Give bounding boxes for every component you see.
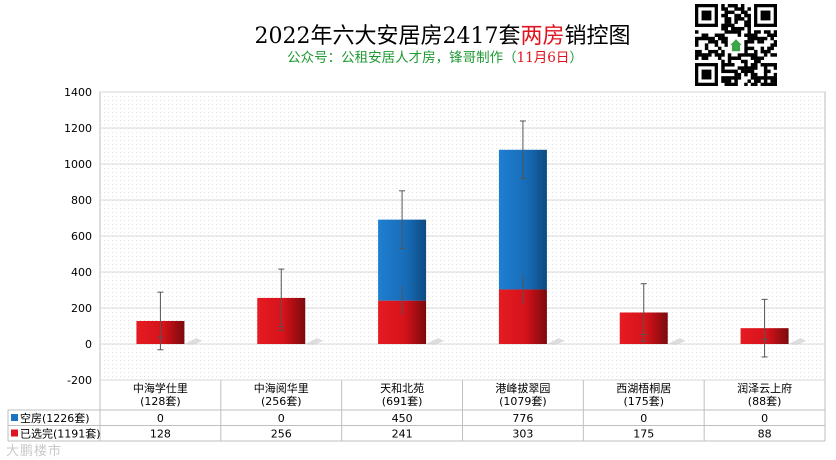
category-label: (1079套) xyxy=(499,395,547,408)
table-cell: 128 xyxy=(150,428,171,441)
bar-shadow xyxy=(305,338,324,345)
title-highlight: 两房 xyxy=(520,24,565,49)
category-label: (256套) xyxy=(261,395,302,408)
y-tick-label: 400 xyxy=(71,266,92,279)
table-row-label: 空房(1226套) xyxy=(20,411,90,425)
category-label: 港峰拔翠园 xyxy=(495,381,550,395)
category-label: (88套) xyxy=(748,395,782,408)
bar-shadow xyxy=(788,338,807,345)
category-label: 润泽云上府 xyxy=(737,381,792,395)
category-label: (128套) xyxy=(140,395,181,408)
y-tick-label: 1000 xyxy=(64,158,92,171)
table-row-label: 已选完(1191套) xyxy=(20,427,101,441)
table-cell: 88 xyxy=(758,428,772,441)
table-cell: 776 xyxy=(512,412,533,425)
chart-title: 2022年六大安居房2417套两房销控图 xyxy=(0,18,836,50)
table-cell: 241 xyxy=(392,428,413,441)
qr-code-image xyxy=(695,4,777,86)
table-cell: 0 xyxy=(157,412,164,425)
category-label: (175套) xyxy=(623,395,664,408)
category-label: (691套) xyxy=(382,395,423,408)
bar-shadow xyxy=(426,338,445,345)
y-tick-label: 0 xyxy=(85,338,92,351)
table-cell: 303 xyxy=(512,428,533,441)
y-tick-label: 600 xyxy=(71,230,92,243)
bar-shadow xyxy=(184,338,203,345)
table-cell: 0 xyxy=(761,412,768,425)
subtitle-main: 公众号：公租安居人才房，锋哥制作（ xyxy=(287,50,517,66)
table-cell: 256 xyxy=(271,428,292,441)
subtitle-date: 11月6日 xyxy=(516,50,570,66)
legend-key xyxy=(11,429,18,437)
table-cell: 0 xyxy=(278,412,285,425)
y-tick-label: 200 xyxy=(71,302,92,315)
category-label: 天和北苑 xyxy=(380,382,424,395)
y-tick-label: 800 xyxy=(71,194,92,207)
legend-key xyxy=(11,414,18,421)
subtitle-tail: ） xyxy=(569,50,583,66)
table-cell: 450 xyxy=(392,412,413,425)
table-cell: 0 xyxy=(640,412,647,425)
category-label: 中海学仕里 xyxy=(133,381,188,395)
bar-shadow xyxy=(546,338,565,345)
qr-code xyxy=(695,4,777,86)
title-tail: 销控图 xyxy=(564,24,631,49)
house-icon xyxy=(730,39,742,52)
title-main: 2022年六大安居房2417套 xyxy=(254,24,521,49)
y-tick-label: -200 xyxy=(67,374,92,387)
table-cell: 175 xyxy=(633,428,654,441)
y-tick-label: 1200 xyxy=(64,122,92,135)
chart-subtitle: 公众号：公租安居人才房，锋哥制作（11月6日） xyxy=(0,46,836,66)
y-tick-label: 1400 xyxy=(64,86,92,99)
watermark: 大鹏楼市 xyxy=(6,444,63,459)
bar-shadow xyxy=(667,338,686,345)
category-label: 中海阅华里 xyxy=(254,381,309,395)
category-label: 西湖梧桐居 xyxy=(616,381,671,395)
